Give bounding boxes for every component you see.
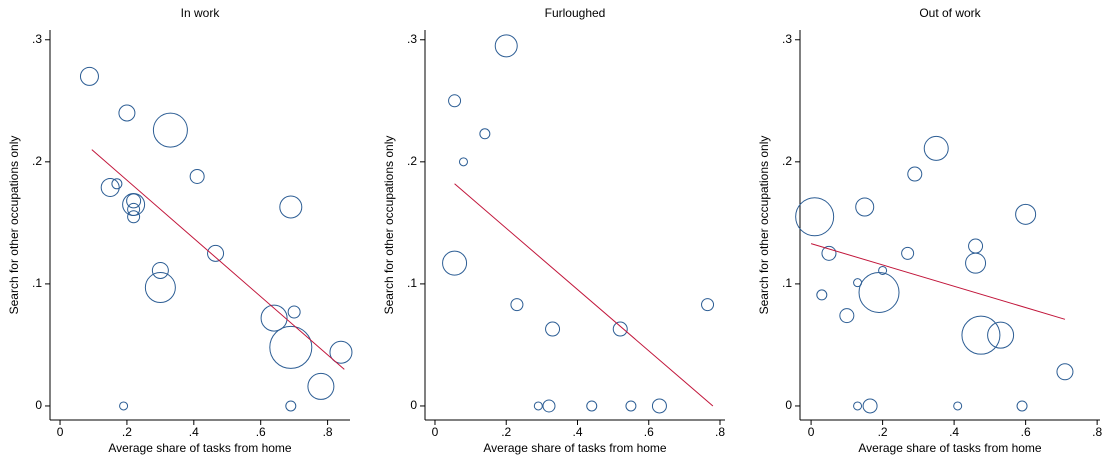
bubble: [448, 94, 462, 108]
bubble: [953, 401, 963, 411]
bubble: [855, 197, 875, 217]
bubble: [821, 245, 837, 261]
bubble: [329, 340, 353, 364]
x-tick-label: .4: [189, 425, 199, 439]
bubble: [118, 104, 136, 122]
bubble: [127, 210, 141, 224]
bubble: [111, 178, 123, 190]
bubble: [100, 177, 120, 197]
bubble: [612, 321, 628, 337]
bubble: [545, 321, 561, 337]
y-axis-label: Search for other occupations only: [757, 136, 771, 315]
bubble: [260, 304, 288, 332]
bubble: [533, 401, 543, 411]
y-tick-label: .3: [32, 32, 42, 46]
panel-title: Out of work: [919, 6, 981, 20]
bubble: [795, 197, 835, 237]
y-tick-label: 0: [410, 398, 417, 412]
bubble: [494, 34, 518, 58]
bubble: [279, 195, 303, 219]
bubble: [79, 66, 99, 86]
bubble: [127, 202, 141, 216]
bubble: [878, 265, 888, 275]
x-tick-label: .2: [878, 425, 888, 439]
x-tick-label: .2: [501, 425, 511, 439]
y-tick-label: .2: [407, 154, 417, 168]
bubble: [965, 252, 987, 274]
bubble: [625, 400, 637, 412]
x-tick-label: .4: [572, 425, 582, 439]
x-axis-label: Average share of tasks from home: [108, 441, 292, 455]
bubble: [816, 289, 828, 301]
y-tick-label: .1: [32, 276, 42, 290]
y-tick-label: 0: [35, 398, 42, 412]
fit-line: [810, 243, 1066, 320]
bubble: [510, 298, 524, 312]
y-tick-label: .3: [407, 32, 417, 46]
bubble: [122, 193, 146, 217]
y-tick-label: .3: [782, 32, 792, 46]
bubble: [701, 298, 715, 312]
bubble: [1016, 400, 1028, 412]
bubble: [542, 399, 556, 413]
x-tick-label: .6: [256, 425, 266, 439]
x-tick-label: 0: [808, 425, 815, 439]
x-tick-label: 0: [432, 425, 439, 439]
bubble: [862, 398, 878, 414]
bubble: [144, 272, 176, 304]
bubble: [458, 157, 468, 167]
bubble: [307, 372, 335, 400]
bubble: [923, 135, 949, 161]
bubble: [269, 325, 313, 369]
bubble: [151, 261, 169, 279]
bubble: [1015, 203, 1037, 225]
fit-line: [91, 149, 345, 370]
bubble: [442, 250, 468, 276]
bubble: [651, 398, 667, 414]
y-tick-label: 0: [785, 398, 792, 412]
y-tick-label: .2: [782, 154, 792, 168]
bubble: [119, 401, 129, 411]
x-tick-label: .2: [122, 425, 132, 439]
bubble: [961, 315, 1001, 355]
bubble: [285, 400, 297, 412]
bubble: [901, 246, 915, 260]
bubble: [586, 400, 598, 412]
x-tick-label: .8: [715, 425, 725, 439]
bubble: [479, 128, 491, 140]
bubble: [207, 244, 225, 262]
bubble: [152, 112, 188, 148]
y-axis-label: Search for other occupations only: [7, 136, 21, 315]
x-tick-label: .4: [949, 425, 959, 439]
panel-title: Furloughed: [545, 6, 606, 20]
y-tick-label: .2: [32, 154, 42, 168]
y-axis-label: Search for other occupations only: [382, 136, 396, 315]
y-tick-label: .1: [782, 276, 792, 290]
x-axis-label: Average share of tasks from home: [858, 441, 1042, 455]
bubble: [853, 401, 863, 411]
bubble: [907, 166, 923, 182]
bubble: [126, 193, 142, 209]
bubble: [968, 238, 984, 254]
bubble: [858, 271, 900, 313]
y-tick-label: .1: [407, 276, 417, 290]
x-tick-label: .6: [644, 425, 654, 439]
x-tick-label: .8: [323, 425, 333, 439]
bubble: [987, 321, 1015, 349]
panel-title: In work: [181, 6, 221, 20]
bubble: [1056, 363, 1074, 381]
bubble: [189, 168, 205, 184]
x-tick-label: .8: [1092, 425, 1102, 439]
x-axis-label: Average share of tasks from home: [483, 441, 667, 455]
x-tick-label: 0: [57, 425, 64, 439]
bubble: [839, 308, 855, 324]
x-tick-label: .6: [1021, 425, 1031, 439]
bubble: [287, 305, 301, 319]
fit-line: [454, 183, 714, 407]
